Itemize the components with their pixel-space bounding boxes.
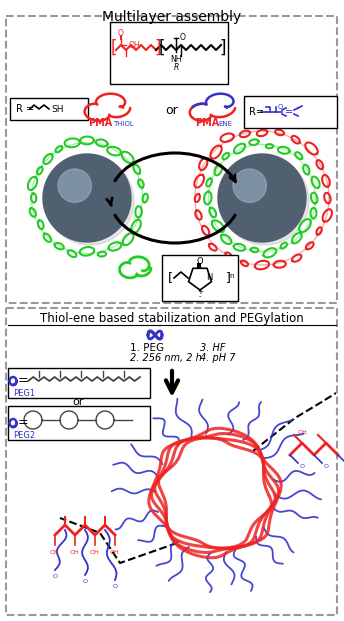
Text: ]: ] xyxy=(220,39,226,57)
Bar xyxy=(244,96,337,128)
Text: or: or xyxy=(72,397,84,407)
Text: 2. 256 nm, 2 h: 2. 256 nm, 2 h xyxy=(130,353,202,363)
Bar xyxy=(8,368,150,398)
Text: [: [ xyxy=(159,39,165,57)
Bar xyxy=(10,98,88,120)
Text: PEG2: PEG2 xyxy=(13,430,35,440)
Circle shape xyxy=(43,154,131,242)
Text: PMA: PMA xyxy=(195,118,219,128)
Text: O: O xyxy=(83,579,87,584)
Text: THIOL: THIOL xyxy=(113,121,134,127)
Text: [: [ xyxy=(168,271,172,284)
Text: O: O xyxy=(324,465,329,469)
Text: SH: SH xyxy=(51,104,64,114)
Circle shape xyxy=(169,447,261,539)
Text: PEG1: PEG1 xyxy=(13,389,35,397)
Text: OH: OH xyxy=(90,550,100,555)
Text: n: n xyxy=(230,273,234,279)
Text: R: R xyxy=(173,63,179,72)
Text: Thiol-ene based stabilization and PEGylation: Thiol-ene based stabilization and PEGyla… xyxy=(40,312,304,325)
Circle shape xyxy=(58,169,92,202)
Text: ENE: ENE xyxy=(218,121,232,127)
Text: =: = xyxy=(285,107,293,117)
Bar xyxy=(110,22,228,84)
Text: =: = xyxy=(18,417,28,430)
Text: O: O xyxy=(180,32,186,42)
Text: +: + xyxy=(197,289,203,295)
Text: NH: NH xyxy=(170,55,182,64)
Text: PMA: PMA xyxy=(88,118,112,128)
Bar xyxy=(162,255,238,301)
Text: O: O xyxy=(278,104,283,110)
Text: R =: R = xyxy=(16,104,34,114)
Text: OH: OH xyxy=(129,40,141,50)
Text: O: O xyxy=(53,574,57,579)
Text: ]: ] xyxy=(155,39,161,57)
Text: [: [ xyxy=(111,39,117,57)
Text: OH: OH xyxy=(50,550,60,555)
Text: 4. pH 7: 4. pH 7 xyxy=(200,353,236,363)
Text: Multilayer assembly: Multilayer assembly xyxy=(103,10,241,24)
Text: O: O xyxy=(112,584,118,589)
Text: R=: R= xyxy=(249,107,264,117)
Text: O: O xyxy=(300,465,305,469)
Text: 1. PEG: 1. PEG xyxy=(130,343,164,353)
Text: OH: OH xyxy=(70,550,80,555)
Text: O: O xyxy=(197,256,203,266)
Text: ]: ] xyxy=(226,271,230,284)
Bar xyxy=(6,308,337,615)
Text: 3. HF: 3. HF xyxy=(200,343,226,353)
Bar xyxy=(8,406,150,440)
Circle shape xyxy=(233,169,266,202)
Circle shape xyxy=(46,157,134,245)
Circle shape xyxy=(221,157,309,245)
Text: =: = xyxy=(18,374,28,388)
Text: O: O xyxy=(118,29,124,37)
Text: or: or xyxy=(165,104,179,117)
Text: OH: OH xyxy=(110,550,120,555)
Text: N: N xyxy=(206,273,212,283)
Bar xyxy=(6,16,337,303)
Text: -: - xyxy=(199,293,201,299)
Circle shape xyxy=(218,154,306,242)
Text: OH: OH xyxy=(297,430,307,435)
